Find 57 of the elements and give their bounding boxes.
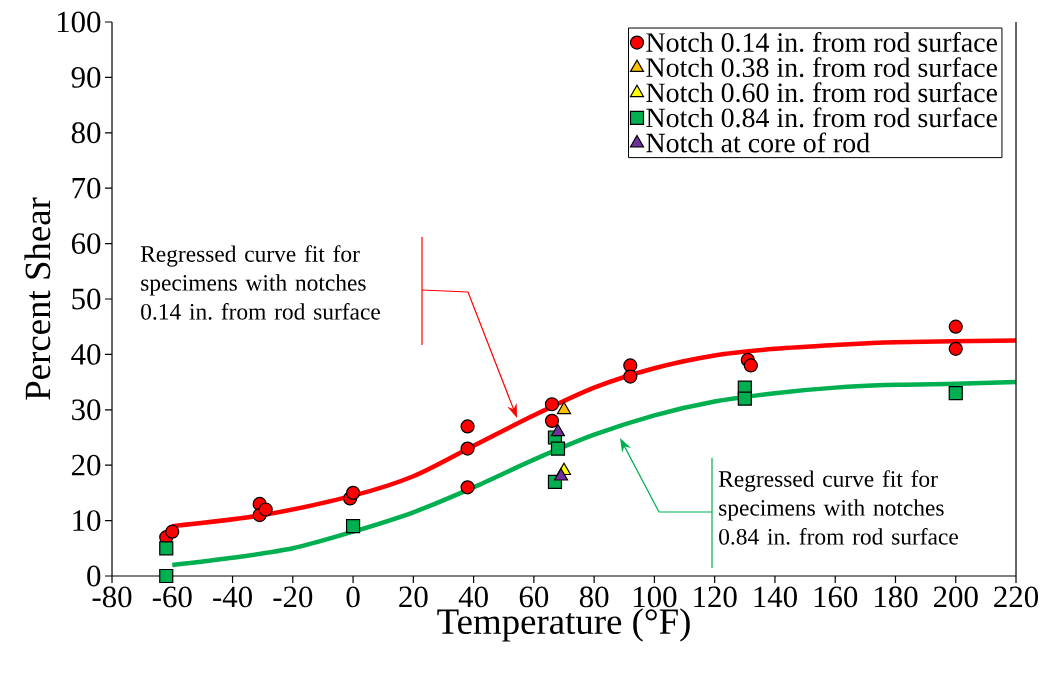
point <box>544 397 560 412</box>
point <box>159 568 174 584</box>
y-tick-label: 80 <box>71 122 101 144</box>
x-tick-label: -60 <box>152 586 192 608</box>
point <box>345 519 361 534</box>
legend-label: Notch 0.84 in. from rod surface <box>646 107 997 128</box>
x-tick-label: 60 <box>519 586 549 608</box>
y-axis-title: Percent Shear <box>24 197 51 400</box>
point <box>743 358 758 373</box>
y-tick-label: 50 <box>72 288 101 310</box>
x-tick-label: 100 <box>633 586 677 608</box>
annotation: Regressed curve fit for specimens with notches 0.84 in. from rod surface <box>718 470 958 545</box>
x-tick-label: 120 <box>694 586 737 608</box>
annotation: Regressed curve fit for specimens with notches 0.14 in. from rod surface <box>140 245 380 320</box>
x-tick-label: 40 <box>458 586 488 608</box>
y-tick-label: 20 <box>71 454 101 476</box>
legend-label: Notch 0.38 in. from rod surface <box>646 57 997 78</box>
point <box>460 480 475 495</box>
point <box>737 391 752 406</box>
point <box>460 441 475 456</box>
x-tick-label: 220 <box>994 586 1038 608</box>
y-tick-label: 100 <box>57 11 101 33</box>
legend-label: Notch at core of rod <box>646 132 870 153</box>
y-tick-label: 30 <box>72 399 101 421</box>
legend-label: Notch 0.60 in. from rod surface <box>646 82 997 103</box>
x-tick-label: 80 <box>579 586 609 608</box>
x-tick-label: 20 <box>399 586 428 608</box>
legend-label: Notch 0.14 in. from rod surface <box>646 32 997 53</box>
x-tick-label: -20 <box>273 586 313 608</box>
x-tick-label: 200 <box>933 586 978 608</box>
x-tick-label: -80 <box>92 586 132 608</box>
x-tick-label: 180 <box>875 586 918 608</box>
x-tick-label: -40 <box>213 586 252 608</box>
x-tick-label: 160 <box>814 586 858 608</box>
point <box>948 341 963 356</box>
x-tick-label: 140 <box>754 586 797 608</box>
y-tick-label: 10 <box>73 510 101 531</box>
point <box>553 468 569 481</box>
point <box>544 413 560 428</box>
x-tick-label: 0 <box>346 586 360 608</box>
point <box>623 369 638 384</box>
y-tick-label: 70 <box>72 177 101 199</box>
point <box>345 485 361 500</box>
point <box>165 524 180 539</box>
y-tick-label: 40 <box>71 343 101 365</box>
point <box>550 441 566 456</box>
y-tick-label: 0 <box>87 565 101 587</box>
y-tick-label: 90 <box>71 66 101 88</box>
y-tick-label: 60 <box>71 233 101 254</box>
point <box>159 541 174 556</box>
point <box>948 319 963 334</box>
point <box>556 401 572 415</box>
x-axis-title: Temperature (°F) <box>437 608 690 642</box>
point <box>550 423 566 437</box>
point <box>460 419 475 434</box>
point <box>948 386 963 401</box>
point <box>258 502 273 517</box>
